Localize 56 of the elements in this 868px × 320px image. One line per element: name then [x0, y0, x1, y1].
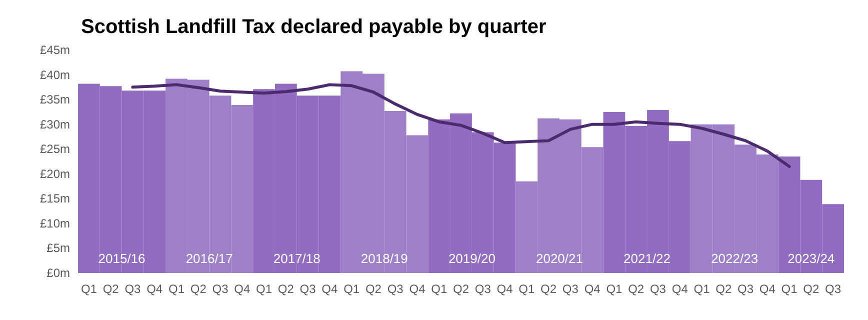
x-tick-label: Q4	[584, 282, 601, 296]
x-tick-label: Q2	[102, 282, 120, 296]
x-tick-label: Q3	[738, 282, 754, 296]
annotation: 2023/24	[788, 251, 835, 266]
x-tick-label: Q1	[518, 282, 535, 296]
y-tick-label: £15m	[40, 192, 70, 206]
x-tick-label: Q4	[234, 282, 250, 296]
x-tick-label: Q2	[365, 282, 382, 296]
x-tick-label: Q3	[387, 282, 404, 296]
y-tick-label: £45m	[40, 43, 70, 57]
chart-title: Scottish Landfill Tax declared payable by quarter	[81, 16, 547, 38]
x-tick-label: Q4	[409, 282, 426, 296]
x-tick-label: Q2	[716, 282, 732, 296]
x-tick-label: Q1	[80, 282, 98, 296]
line-series	[131, 83, 791, 168]
annotation: 2015/16	[98, 251, 146, 266]
x-tick-label: Q4	[759, 282, 776, 296]
x-tick-label: Q4	[322, 282, 338, 296]
annotation: 2022/23	[711, 251, 758, 266]
x-tick-label: Q3	[124, 282, 142, 296]
x-tick-label: Q2	[803, 282, 820, 296]
x-tick-label: Q1	[606, 282, 623, 296]
x-tick-label: Q1	[256, 282, 272, 296]
x-tick-label: Q1	[431, 282, 448, 296]
x-tick-label: Q4	[672, 282, 688, 296]
annotation: 2021/22	[624, 251, 671, 266]
annotation: 2019/20	[448, 251, 496, 266]
y-tick-label: £20m	[40, 166, 70, 181]
annotation: 2016/17	[186, 251, 233, 266]
x-tick-label: Q3	[825, 282, 842, 296]
annotation: 2018/19	[360, 251, 408, 266]
y-tick-label: £40m	[40, 68, 70, 82]
x-tick-label: Q1	[168, 282, 185, 296]
y-tick-label: £30m	[40, 117, 70, 132]
x-tick-label: Q4	[496, 282, 514, 296]
x-tick-label: Q4	[146, 282, 163, 296]
y-tick-label: £10m	[40, 216, 70, 230]
y-tick-label: £0m	[46, 266, 70, 280]
x-tick-label: Q2	[452, 282, 470, 296]
x-tick-label: Q1	[694, 282, 710, 296]
x-tick-label: Q2	[278, 282, 294, 296]
x-tick-label: Q1	[781, 282, 798, 296]
x-tick-label: Q3	[300, 282, 316, 296]
x-tick-label: Q2	[190, 282, 207, 296]
x-tick-label: Q3	[562, 282, 579, 296]
y-tick-label: £35m	[40, 92, 70, 107]
y-tick-label: £25m	[40, 142, 70, 156]
x-tick-label: Q3	[474, 282, 492, 296]
x-tick-label: Q1	[344, 282, 360, 296]
x-tick-label: Q3	[212, 282, 229, 296]
x-tick-label: Q3	[650, 282, 666, 296]
x-tick-label: Q2	[628, 282, 644, 296]
annotation: 2020/21	[536, 251, 583, 266]
x-tick-label: Q2	[540, 282, 557, 296]
annotation: 2017/18	[273, 251, 320, 266]
y-tick-label: £5m	[46, 241, 70, 256]
